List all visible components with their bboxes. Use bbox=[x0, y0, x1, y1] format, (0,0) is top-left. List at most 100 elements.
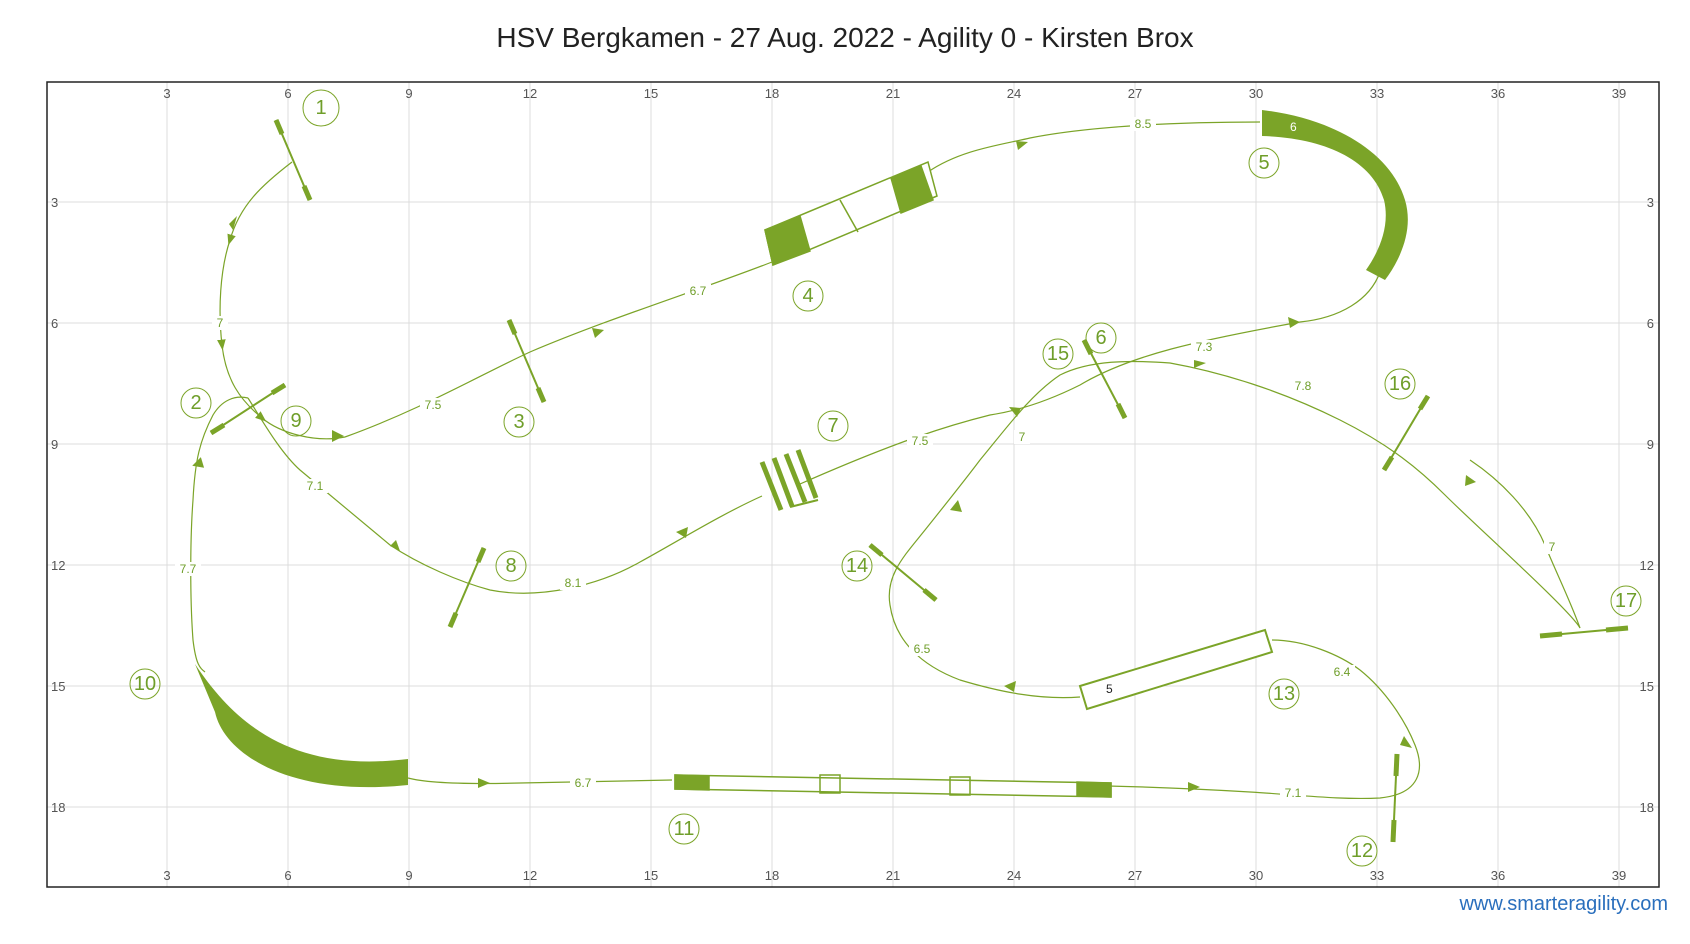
x-tick: 21 bbox=[886, 86, 900, 101]
y-tick: 18 bbox=[51, 800, 65, 815]
svg-text:2: 2 bbox=[190, 392, 201, 414]
x-tick: 39 bbox=[1612, 868, 1626, 883]
number-16: 16 bbox=[1384, 368, 1416, 400]
direction-arrow bbox=[1400, 736, 1412, 748]
direction-arrow bbox=[1188, 782, 1200, 792]
svg-text:10: 10 bbox=[134, 673, 156, 695]
distance-label: 7.1 bbox=[302, 479, 328, 493]
svg-text:7: 7 bbox=[1549, 540, 1556, 554]
svg-text:15: 15 bbox=[1047, 343, 1069, 365]
y-tick: 6 bbox=[51, 316, 58, 331]
direction-arrow bbox=[478, 778, 490, 788]
distance-label: 8.1 bbox=[560, 576, 586, 590]
distance-label: 8.5 bbox=[1130, 117, 1156, 131]
x-tick: 36 bbox=[1491, 868, 1505, 883]
tunnel-label: 6 bbox=[220, 685, 227, 699]
svg-text:12: 12 bbox=[1351, 840, 1373, 862]
path-arrows bbox=[192, 141, 1476, 792]
x-tick: 33 bbox=[1370, 86, 1384, 101]
tunnel-10: 6 bbox=[195, 664, 408, 788]
obstacle-numbers: 1 2 3 4 5 6 7 8 9 10 11 12 13 14 15 16 1… bbox=[129, 89, 1642, 867]
path-segment bbox=[1107, 639, 1421, 800]
y-tick: 3 bbox=[1647, 195, 1654, 210]
svg-text:9: 9 bbox=[290, 410, 301, 432]
distance-label: 7.1 bbox=[1280, 786, 1306, 800]
distance-label: 6.5 bbox=[909, 642, 935, 656]
x-ticks-bottom: 3 6 9 12 15 18 21 24 27 30 33 36 39 bbox=[163, 868, 1626, 883]
svg-text:7.8: 7.8 bbox=[1295, 379, 1312, 393]
distance-label: 7.7 bbox=[175, 562, 201, 576]
direction-arrow bbox=[1288, 317, 1300, 328]
distance-label: 7.5 bbox=[907, 434, 933, 448]
obstacle-7 bbox=[759, 449, 819, 511]
y-tick: 6 bbox=[1647, 316, 1654, 331]
svg-text:7.3: 7.3 bbox=[1196, 340, 1213, 354]
distance-label: 6.7 bbox=[685, 284, 711, 298]
x-tick: 18 bbox=[765, 86, 779, 101]
number-8: 8 bbox=[495, 550, 527, 582]
x-tick: 24 bbox=[1007, 868, 1021, 883]
svg-text:7: 7 bbox=[827, 415, 838, 437]
svg-text:8.1: 8.1 bbox=[565, 576, 582, 590]
number-11: 11 bbox=[668, 813, 700, 845]
direction-arrow bbox=[1194, 360, 1206, 368]
number-17: 17 bbox=[1610, 585, 1642, 617]
footer-link[interactable]: www.smarteragility.com bbox=[1459, 893, 1668, 915]
y-tick: 12 bbox=[51, 558, 65, 573]
distance-label: 7.3 bbox=[1191, 340, 1217, 354]
direction-arrow bbox=[390, 540, 400, 551]
svg-text:7.1: 7.1 bbox=[1285, 786, 1302, 800]
svg-text:6.7: 6.7 bbox=[575, 776, 592, 790]
number-10: 10 bbox=[129, 668, 161, 700]
direction-arrow bbox=[229, 216, 237, 230]
direction-arrow bbox=[192, 457, 205, 468]
jump-2 bbox=[209, 382, 287, 436]
direction-arrow bbox=[1465, 475, 1476, 486]
y-ticks-right: 3 6 9 12 15 18 bbox=[1640, 195, 1654, 815]
y-tick: 15 bbox=[51, 679, 65, 694]
jump-14 bbox=[868, 543, 938, 602]
distance-label: 7 bbox=[1544, 540, 1560, 554]
x-tick: 27 bbox=[1128, 868, 1142, 883]
distance-label: 6.7 bbox=[570, 776, 596, 790]
x-ticks-top: 3 6 9 12 15 18 21 24 27 30 33 36 39 bbox=[163, 86, 1626, 101]
svg-text:7.5: 7.5 bbox=[425, 398, 442, 412]
x-tick: 15 bbox=[644, 86, 658, 101]
number-14: 14 bbox=[841, 550, 873, 582]
tunnel-label: 6 bbox=[1290, 120, 1297, 134]
number-13: 13 bbox=[1268, 678, 1300, 710]
svg-text:4: 4 bbox=[802, 285, 813, 307]
path-segment bbox=[1469, 459, 1581, 629]
y-tick: 15 bbox=[1640, 679, 1654, 694]
path-segment bbox=[799, 271, 1381, 485]
x-tick: 12 bbox=[523, 868, 537, 883]
jump-3 bbox=[506, 319, 547, 403]
path-segment bbox=[190, 396, 249, 673]
x-tick: 3 bbox=[163, 868, 170, 883]
jump-16 bbox=[1381, 394, 1431, 472]
y-tick: 18 bbox=[1640, 800, 1654, 815]
svg-text:11: 11 bbox=[674, 818, 695, 840]
number-6: 6 bbox=[1085, 322, 1117, 354]
number-15: 15 bbox=[1042, 338, 1074, 370]
tire-13: 5 bbox=[1078, 628, 1274, 711]
course-title: HSV Bergkamen - 27 Aug. 2022 - Agility 0… bbox=[496, 22, 1194, 53]
svg-text:7.5: 7.5 bbox=[912, 434, 929, 448]
x-tick: 9 bbox=[405, 868, 412, 883]
svg-text:6.5: 6.5 bbox=[914, 642, 931, 656]
svg-text:7.1: 7.1 bbox=[307, 479, 324, 493]
svg-text:13: 13 bbox=[1273, 683, 1295, 705]
x-tick: 24 bbox=[1007, 86, 1021, 101]
x-tick: 21 bbox=[886, 868, 900, 883]
x-tick: 27 bbox=[1128, 86, 1142, 101]
number-1: 1 bbox=[302, 89, 340, 127]
x-tick: 6 bbox=[284, 86, 291, 101]
number-5: 5 bbox=[1248, 147, 1280, 179]
svg-text:1: 1 bbox=[315, 97, 326, 119]
jump-8 bbox=[447, 547, 487, 628]
jump-12 bbox=[1390, 753, 1400, 843]
number-2: 2 bbox=[180, 387, 212, 419]
svg-text:8: 8 bbox=[505, 555, 516, 577]
direction-arrow bbox=[332, 430, 344, 442]
